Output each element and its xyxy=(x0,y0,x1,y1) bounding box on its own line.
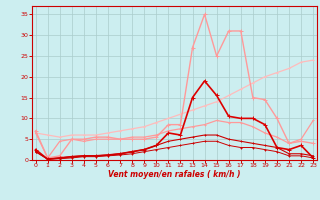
X-axis label: Vent moyen/en rafales ( km/h ): Vent moyen/en rafales ( km/h ) xyxy=(108,170,241,179)
